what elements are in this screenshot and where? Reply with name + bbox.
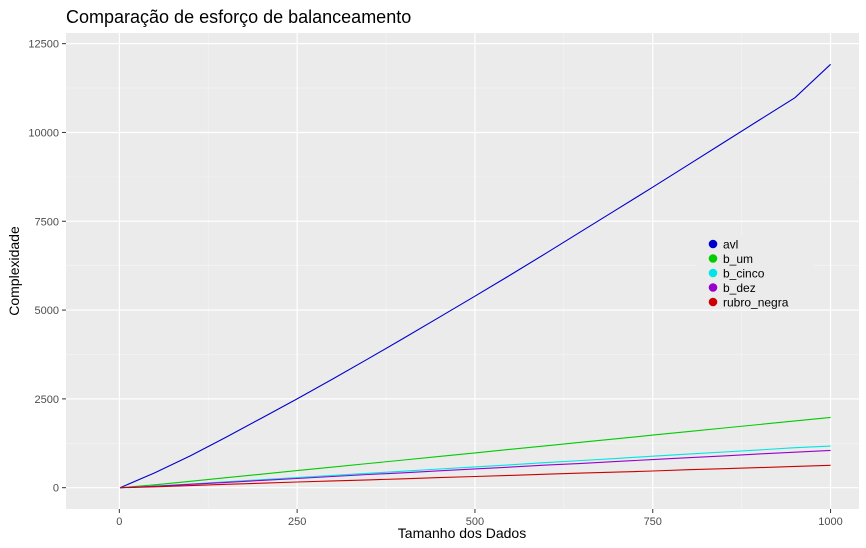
y-tick-label: 2500 [35,394,59,406]
y-tick-label: 7500 [35,216,59,228]
x-tick-label: 0 [116,516,122,528]
legend-box [697,235,814,305]
series-line-b-dez [120,449,831,489]
x-axis-title: Tamanho dos Dados [398,525,526,541]
legend-key-b-dez [708,283,718,292]
legend-key-rubro-negra [708,297,718,307]
y-tick-label: 0 [53,483,59,495]
series-line-b-um [120,416,831,489]
x-tick-label: 250 [288,516,306,528]
legend-label-b-um: b_um [723,252,753,266]
series-line-rubro-negra [120,464,831,489]
major-gridlines [66,33,859,509]
legend-key-b-cinco [708,268,718,278]
y-tick-label: 10000 [28,127,59,139]
legend-label-b-cinco: b_cinco [723,266,765,280]
y-axis-title: Complexidade [6,226,22,316]
chart-title: Comparação de esforço de balanceamento [66,7,411,27]
legend-label-avl: avl [723,237,738,251]
x-axis: 0 250 500 750 1000 [116,509,843,528]
x-tick-label: 500 [466,516,484,528]
series-line-avl [119,63,831,489]
legend-key-avl [708,239,718,249]
legend-label-rubro-negra: rubro_negra [723,295,789,309]
legend-label-b-dez: b_dez [723,281,756,295]
y-tick-label: 5000 [35,305,59,317]
y-tick-label: 12500 [28,39,59,51]
y-axis: 0 2500 5000 7500 10000 12500 [28,39,66,495]
x-tick-label: 750 [644,516,662,528]
series-line-b-cinco [120,445,831,489]
x-tick-label: 1000 [818,516,842,528]
series-lines [119,63,831,489]
legend-key-b-um [708,254,718,263]
